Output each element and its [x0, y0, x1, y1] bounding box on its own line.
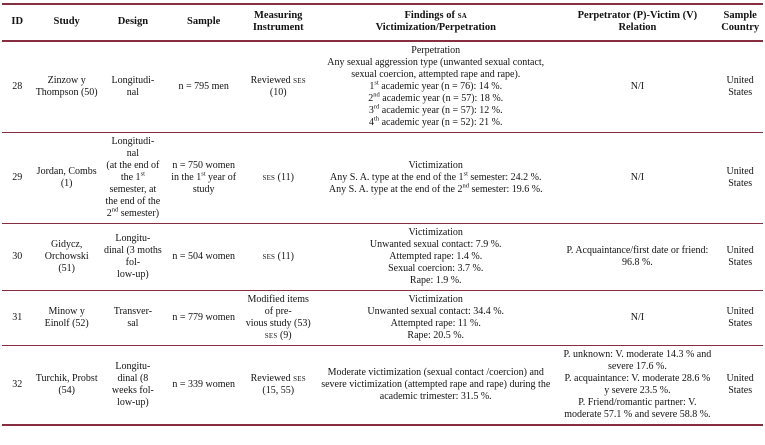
table-row-28: 28 Zinzow y Thompson (50) Longitudi-nal n =… — [2, 41, 763, 133]
cell-country: United States — [717, 131, 763, 224]
cell-study: Jordan, Combs (1) — [32, 131, 101, 224]
cell-design: Longitudi-nal (at the end of the 1st seme… — [100, 131, 165, 224]
column-header-findings: Findings of sa Victimization/Perpetration — [313, 4, 558, 42]
cell-relation: P. unknown: V. moderate 14.3 % and sever… — [557, 344, 718, 425]
cell-design: Transver-sal — [100, 289, 165, 346]
cell-design: Longitudi-nal — [111, 74, 155, 98]
cell-findings: Victimization Unwanted sexual contact: 34… — [313, 289, 558, 346]
cell-sample: n = 504 women — [164, 222, 243, 291]
column-header-design: Design — [100, 4, 165, 42]
cell-findings: Victimization Any S. A. type at the end o… — [313, 131, 558, 224]
cell-instrument: Reviewed ses (10) — [250, 74, 306, 98]
cell-instrument: Modified items of pre-vious study (53) se… — [242, 289, 314, 346]
cell-study: Gidycz, Orchowski (51) — [32, 222, 101, 291]
cell-id: 31 — [2, 289, 33, 346]
cell-instrument: ses (11) — [242, 222, 314, 291]
cell-design: Longitu-dinal (3 moths fol-low-up) — [100, 222, 165, 291]
cell-instrument: ses (11) — [242, 131, 314, 224]
column-header-instrument: Measuring Instrument — [242, 4, 314, 42]
cell-relation: N/I — [630, 80, 645, 92]
cell-findings: Perpetration Any sexual aggression type (… — [327, 44, 545, 128]
cell-country: United States — [726, 74, 754, 98]
cell-sample: n = 339 women — [164, 344, 243, 425]
column-header-sample: Sample — [164, 4, 243, 42]
cell-findings: Moderate victimization (sexual contact /… — [313, 344, 558, 425]
cell-sample: n = 779 women — [164, 289, 243, 346]
cell-instrument: Reviewed ses (15, 55) — [242, 344, 314, 425]
table-header-row: ID Study Design Sample Measuring Instrument Fi… — [2, 4, 763, 42]
column-header-country: Sample Country — [717, 4, 763, 42]
cell-country: United States — [717, 289, 763, 346]
column-header-relation: Perpetrator (P)-Victim (V) Relation — [557, 4, 718, 42]
cell-relation: N/I — [557, 131, 718, 224]
cell-country: United States — [717, 344, 763, 425]
cell-id: 30 — [2, 222, 33, 291]
table-body: 28 Zinzow y Thompson (50) Longitudi-nal n =… — [2, 41, 763, 425]
column-header-id: ID — [2, 4, 33, 42]
cell-id: 28 — [12, 80, 23, 92]
cell-id: 32 — [2, 344, 33, 425]
column-header-study: Study — [32, 4, 101, 42]
cell-country: United States — [717, 222, 763, 291]
table-row-30: 30 Gidycz, Orchowski (51) Longitu-dinal (3… — [2, 222, 763, 291]
cell-study: Minow y Einolf (52) — [32, 289, 101, 346]
table-row-32: 32 Turchik, Probst (54) Longitu-dinal (8 w… — [2, 344, 763, 425]
table-row-29: 29 Jordan, Combs (1) Longitudi-nal (at the … — [2, 131, 763, 224]
studies-table: ID Study Design Sample Measuring Instrument Fi… — [2, 3, 763, 426]
cell-study: Turchik, Probst (54) — [32, 344, 101, 425]
cell-design: Longitu-dinal (8 weeks fol-low-up) — [100, 344, 165, 425]
cell-relation: N/I — [557, 289, 718, 346]
cell-id: 29 — [2, 131, 33, 224]
cell-study: Zinzow y Thompson (50) — [35, 74, 98, 98]
table-row-31: 31 Minow y Einolf (52) Transver-sal n = 779… — [2, 289, 763, 346]
cell-sample: n = 795 men — [178, 80, 229, 92]
cell-sample: n = 750 women in the 1st year of study — [164, 131, 243, 224]
cell-relation: P. Acquaintance/first date or friend: 96… — [557, 222, 718, 291]
cell-findings: Victimization Unwanted sexual contact: 7.… — [313, 222, 558, 291]
